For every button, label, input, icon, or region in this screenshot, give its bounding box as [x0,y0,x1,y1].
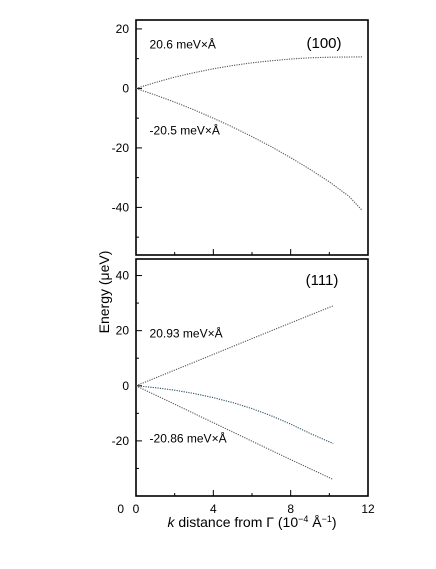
panel-111: 40 20 0 -20 20.93 meV×Å -20.86 meV×Å (111) [112,258,369,497]
panel-100: 20 0 -20 -40 20.6 meV×Å -20.5 meV×Å (100) [112,19,369,256]
panel-title: (100) [306,35,341,52]
y-tick-label: -20 [112,434,130,448]
y-tick-label: 0 [122,379,129,393]
series-line-1 [135,305,334,387]
slope-annotation-2: -20.5 meV×Å [150,123,220,138]
y-tick-label: 40 [116,269,130,283]
y-tick-label: 0 [122,81,129,95]
y-tick-label: -20 [112,141,130,155]
x-tick-label: 0 [133,502,140,516]
corner-zero-label: 0 [117,502,124,516]
y-tick-label: 20 [116,22,130,36]
x-tick-label: 12 [361,502,375,516]
series-line-2 [135,87,363,211]
plot-frame [135,258,369,497]
y-tick-label: -40 [112,200,130,214]
series-line-1 [135,56,363,89]
slope-annotation-1: 20.93 meV×Å [150,326,223,341]
x-tick-label: 4 [210,502,217,516]
shared-x-axis: 0 4 8 12 0 k distance from Γ (10−4 Å−1) [117,502,375,530]
x-tick-label: 8 [287,502,294,516]
slope-annotation-1: 20.6 meV×Å [150,36,216,51]
x-axis-label: k distance from Γ (10−4 Å−1) [167,514,336,530]
slope-annotation-2: -20.86 meV×Å [150,430,227,445]
y-tick-label: 20 [116,324,130,338]
y-axis-label: Energy (μeV) [96,251,112,334]
panel-title: (111) [306,272,339,289]
